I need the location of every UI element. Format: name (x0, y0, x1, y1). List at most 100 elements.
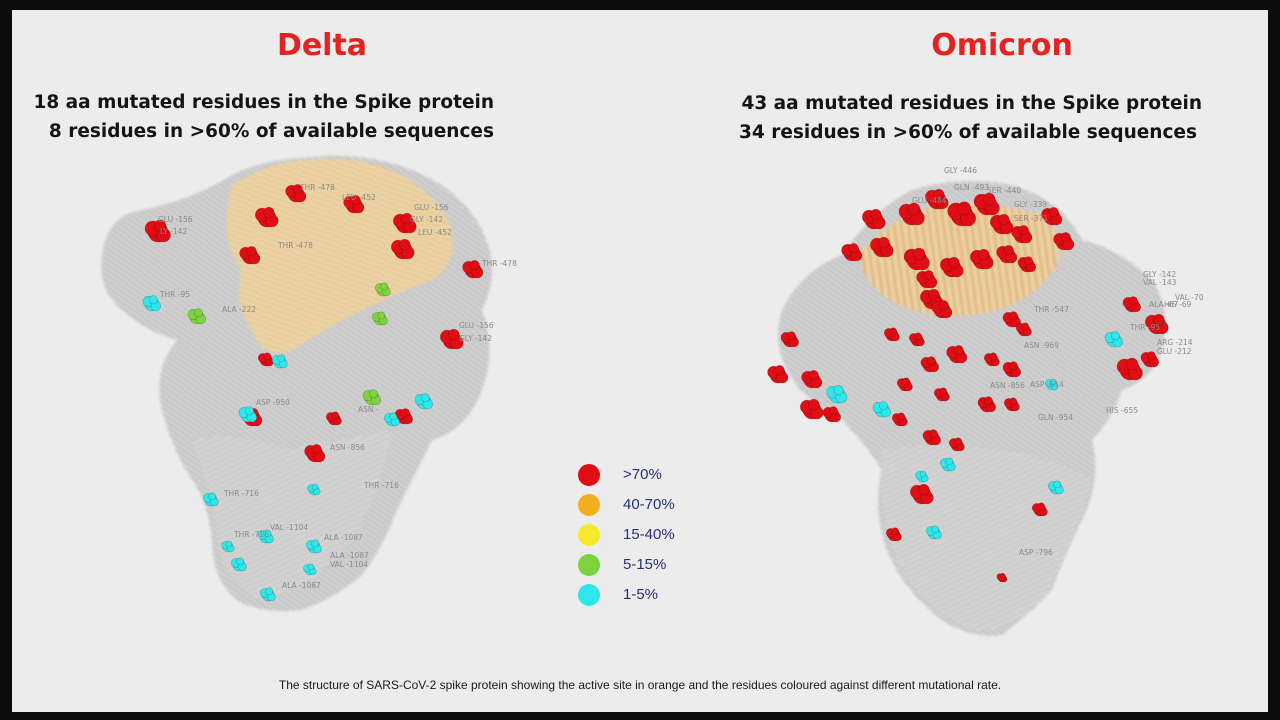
legend-label: >70% (623, 466, 662, 483)
delta-subtitle-line2: 8 residues in >60% of available sequence… (48, 121, 494, 142)
residue-label: GLY -142 (1143, 270, 1176, 279)
residue-label: THR -95 (159, 290, 190, 299)
residue-label: GLY -142 (410, 215, 443, 224)
mutated-residue-icon (822, 406, 842, 423)
mutated-residue-icon (916, 270, 938, 289)
mutated-residue-icon (947, 201, 977, 227)
mutated-residue-icon (1140, 351, 1160, 368)
mutated-residue-icon (1031, 502, 1048, 517)
mutated-residue-icon (307, 483, 321, 496)
spike-structures: GLU -156 LY -142 THR -478 LEU -452 THR -478 G… (101, 155, 1204, 636)
mutated-residue-icon (439, 328, 464, 350)
mutated-residue-icon (826, 385, 848, 404)
legend-label: 15-40% (623, 526, 675, 543)
mutated-residue-icon (872, 401, 892, 418)
residue-label: GLU -156 (158, 215, 193, 224)
mutated-residue-icon (1011, 225, 1033, 244)
figure-caption: The structure of SARS-CoV-2 spike protei… (278, 678, 1002, 692)
residue-label: GLN -954 (1038, 413, 1073, 422)
mutated-residue-icon (1104, 331, 1124, 348)
residue-label: VAL -1104 (270, 523, 308, 532)
mutated-residue-icon (374, 282, 391, 297)
residue-label: GLU -212 (1157, 347, 1192, 356)
mutated-residue-icon (989, 213, 1014, 235)
mutated-residue-icon (1041, 207, 1063, 226)
residue-label: THR -547 (1033, 305, 1069, 314)
legend-swatch-icon (578, 464, 600, 486)
mutated-residue-icon (303, 563, 317, 576)
legend-swatch-icon (578, 584, 600, 606)
residue-label: THR -716 (223, 489, 259, 498)
mutated-residue-icon (221, 540, 235, 553)
mutated-residue-icon (239, 246, 261, 265)
legend-label: 1-5% (623, 586, 659, 603)
mutated-residue-icon (462, 260, 484, 279)
mutated-residue-icon (142, 295, 162, 312)
mutated-residue-icon (187, 308, 207, 325)
residue-label: SER -371 (1014, 214, 1048, 223)
mutated-residue-icon (1015, 322, 1032, 337)
delta-title: Delta (276, 28, 368, 63)
mutated-residue-icon (996, 572, 1008, 583)
legend-label: 40-70% (623, 496, 675, 513)
residue-label: THR -716 (363, 481, 399, 490)
mutated-residue-icon (996, 245, 1018, 264)
residue-label: GLU -156 (414, 203, 449, 212)
mutated-residue-icon (841, 243, 863, 262)
legend-swatch-icon (578, 494, 600, 516)
mutated-residue-icon (383, 412, 400, 427)
mutated-residue-icon (255, 206, 279, 228)
mutated-residue-icon (885, 527, 902, 542)
residue-label: VAL -70 (1175, 293, 1204, 302)
mutated-residue-icon (1053, 232, 1075, 251)
mutated-residue-icon (343, 195, 365, 214)
residue-label: HIS -655 (1106, 406, 1138, 415)
residue-label: ASP -614 (1030, 380, 1064, 389)
residue-label: ASN -969 (1024, 341, 1059, 350)
omicron-subtitle-line1: 43 aa mutated residues in the Spike prot… (741, 93, 1202, 114)
residue-label: THR -478 (277, 241, 313, 250)
residue-label: ALA -67 (1149, 300, 1178, 309)
mutated-residue-icon (304, 444, 326, 463)
mutated-residue-icon (259, 587, 276, 602)
delta-subtitle-line1: 18 aa mutated residues in the Spike prot… (33, 92, 494, 113)
mutated-residue-icon (801, 370, 823, 389)
mutated-residue-icon (325, 411, 342, 426)
mutated-residue-icon (969, 248, 994, 270)
residue-label: ALA -222 (222, 305, 256, 314)
mutated-residue-icon (1145, 313, 1169, 335)
mutated-residue-icon (371, 311, 388, 326)
mutated-residue-icon (305, 539, 322, 554)
mutated-residue-icon (977, 396, 997, 413)
residue-label: ASP -950 (256, 398, 290, 407)
residue-label: ALA -1087 (282, 581, 321, 590)
mutated-residue-icon (903, 247, 930, 271)
mutated-residue-icon (898, 202, 925, 226)
mutated-residue-icon (230, 557, 247, 572)
residue-label: VAL -143 (1143, 278, 1177, 287)
residue-label: GLY -339 (1014, 200, 1047, 209)
slide: GLU -156 LY -142 THR -478 LEU -452 THR -478 G… (12, 10, 1268, 712)
omicron-subtitle-line2: 34 residues in >60% of available sequenc… (739, 122, 1197, 143)
mutated-residue-icon (973, 192, 1000, 216)
delta-protein-structure (101, 155, 492, 612)
mutated-residue-icon (939, 256, 964, 278)
residue-label: LY -142 (160, 227, 187, 236)
mutated-residue-icon (933, 387, 950, 402)
mutated-residue-icon (144, 219, 171, 243)
mutated-residue-icon (948, 437, 965, 452)
mutated-residue-icon (1003, 397, 1020, 412)
mutated-residue-icon (946, 345, 968, 364)
mutated-residue-icon (1002, 361, 1022, 378)
residue-label: THR -478 (481, 259, 517, 268)
residue-label: ASN -856 (330, 443, 365, 452)
mutated-residue-icon (939, 457, 956, 472)
residue-label: ALA -1087 (330, 551, 369, 560)
residue-label: LEU -452 (342, 193, 376, 202)
mutated-residue-icon (883, 327, 900, 342)
residue-label: ARG -214 (1157, 338, 1193, 347)
mutated-residue-icon (909, 483, 934, 505)
mutated-residue-icon (285, 184, 307, 203)
mutated-residue-icon (1017, 256, 1037, 273)
omicron-protein-structure (778, 181, 1166, 636)
